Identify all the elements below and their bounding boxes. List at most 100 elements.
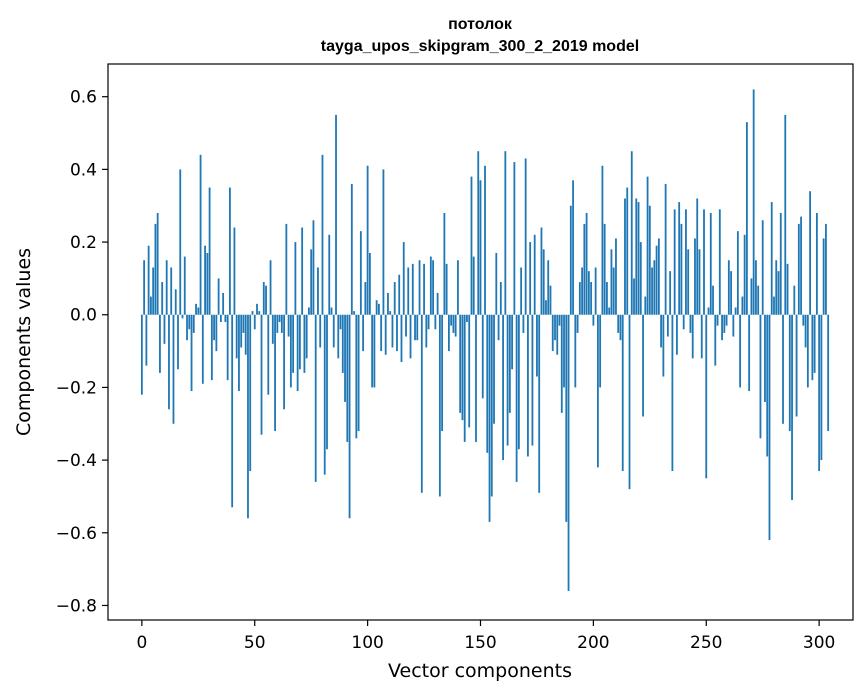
bar-108 xyxy=(384,314,387,355)
bar-284 xyxy=(782,314,784,424)
bar-244 xyxy=(691,314,694,359)
bar-49 xyxy=(251,311,254,315)
bar-22 xyxy=(190,314,193,392)
bar-121 xyxy=(414,314,416,341)
bar-279 xyxy=(770,202,773,315)
y-axis: −0.8 −0.6 −0.4 −0.2 0.0 0.2 0.4 0.6 xyxy=(56,88,108,616)
bar-3 xyxy=(147,245,150,315)
bar-110 xyxy=(389,311,392,315)
bar-125 xyxy=(423,263,425,315)
bar-58 xyxy=(271,314,274,344)
bar-259 xyxy=(725,314,728,326)
bar-301 xyxy=(820,314,823,461)
bar-130 xyxy=(434,314,437,330)
bar-253 xyxy=(712,285,714,315)
bar-234 xyxy=(669,271,672,315)
bar-246 xyxy=(696,198,699,315)
bar-19 xyxy=(183,256,186,315)
bar-260 xyxy=(727,260,730,315)
bar-291 xyxy=(797,223,800,315)
bar-294 xyxy=(804,314,807,348)
bar-286 xyxy=(786,263,789,315)
bar-104 xyxy=(375,300,378,315)
bar-148 xyxy=(475,314,477,442)
y-tick-label: −0.6 xyxy=(56,524,97,544)
x-tick-label: 250 xyxy=(690,633,722,653)
bar-60 xyxy=(276,314,279,333)
bar-186 xyxy=(560,314,563,413)
bar-201 xyxy=(594,267,597,315)
x-tick-label: 100 xyxy=(351,633,383,653)
y-axis-label: Components values xyxy=(13,248,35,436)
bar-174 xyxy=(533,234,536,315)
bar-293 xyxy=(802,314,805,326)
bar-163 xyxy=(508,314,511,413)
bar-249 xyxy=(703,209,705,315)
bar-167 xyxy=(517,314,520,450)
bar-25 xyxy=(197,307,200,315)
bar-288 xyxy=(791,314,793,501)
bar-156 xyxy=(493,314,495,424)
bar-196 xyxy=(583,223,586,315)
bar-29 xyxy=(206,252,209,315)
bar-176 xyxy=(538,314,541,493)
bar-268 xyxy=(745,122,748,315)
y-tick-label: 0.0 xyxy=(70,306,97,326)
bar-9 xyxy=(161,282,164,315)
bar-287 xyxy=(788,314,791,432)
bar-218 xyxy=(633,278,635,315)
bar-162 xyxy=(506,314,509,446)
bar-222 xyxy=(642,314,644,417)
x-tick-label: 200 xyxy=(577,633,609,653)
bar-57 xyxy=(269,260,272,315)
bar-169 xyxy=(522,314,525,333)
bar-71 xyxy=(301,227,304,315)
bar-28 xyxy=(204,245,206,315)
bar-141 xyxy=(459,314,462,413)
bar-66 xyxy=(289,314,292,388)
bar-127 xyxy=(427,314,430,330)
bar-282 xyxy=(777,271,780,315)
bar-39 xyxy=(229,187,231,315)
bar-214 xyxy=(624,198,626,315)
x-tick-label: 50 xyxy=(244,633,266,653)
bar-5 xyxy=(152,267,155,315)
bar-210 xyxy=(615,238,617,315)
bar-90 xyxy=(344,314,346,402)
bar-241 xyxy=(685,209,687,315)
bar-269 xyxy=(748,314,751,392)
bar-11 xyxy=(165,260,168,315)
bar-136 xyxy=(447,314,450,352)
bar-54 xyxy=(262,282,265,315)
bar-150 xyxy=(479,180,482,315)
bar-132 xyxy=(438,314,441,497)
bar-44 xyxy=(240,314,243,348)
bar-250 xyxy=(705,314,708,479)
bar-111 xyxy=(391,314,394,348)
bar-43 xyxy=(238,314,240,392)
bar-2 xyxy=(145,314,148,366)
bar-76 xyxy=(312,220,315,315)
bar-303 xyxy=(825,223,827,315)
bar-254 xyxy=(714,314,717,366)
bar-47 xyxy=(247,314,249,519)
bar-290 xyxy=(795,314,798,417)
bar-15 xyxy=(174,289,177,315)
bar-46 xyxy=(244,314,247,355)
bar-41 xyxy=(233,227,236,315)
chart-title-line-1: потолок xyxy=(448,16,513,33)
bar-6 xyxy=(154,223,157,315)
bar-180 xyxy=(547,260,550,315)
bar-34 xyxy=(217,278,220,315)
bar-175 xyxy=(536,314,538,377)
bar-75 xyxy=(310,249,313,315)
bar-4 xyxy=(149,296,152,315)
bar-97 xyxy=(359,231,362,315)
bar-83 xyxy=(328,234,331,315)
bar-140 xyxy=(457,260,459,315)
bar-24 xyxy=(195,303,197,315)
bar-220 xyxy=(637,202,640,315)
bar-62 xyxy=(280,314,283,333)
bar-266 xyxy=(741,296,744,315)
